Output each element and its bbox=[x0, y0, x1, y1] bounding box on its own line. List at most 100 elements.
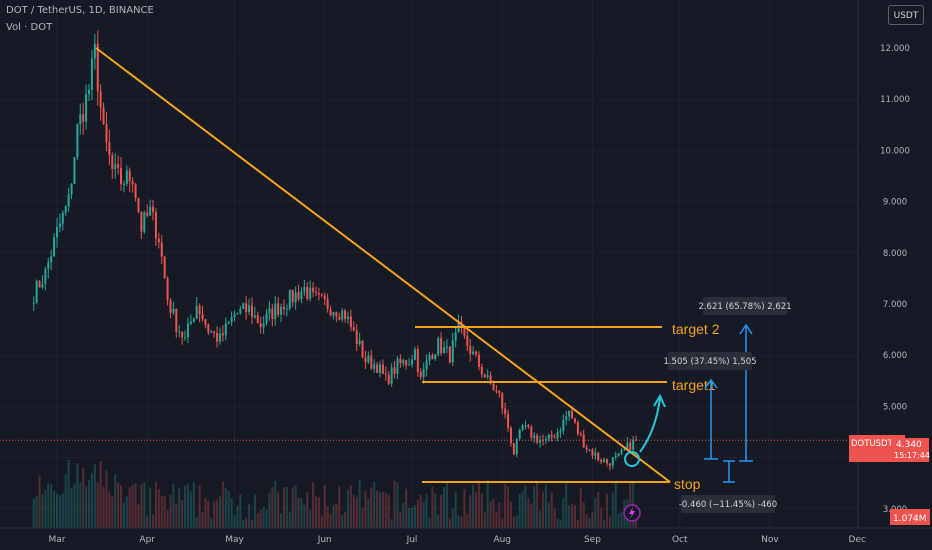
candle-body bbox=[105, 123, 108, 143]
target1-measure-arrow[interactable] bbox=[704, 378, 718, 460]
candle-body bbox=[233, 313, 236, 318]
volume-bar bbox=[44, 490, 47, 528]
volume-bar bbox=[335, 503, 338, 528]
stop-measure-arrow[interactable] bbox=[723, 460, 735, 483]
volume-bar bbox=[32, 498, 35, 528]
resistance-trendline[interactable] bbox=[95, 47, 671, 483]
volume-bar bbox=[384, 492, 387, 528]
volume-bar bbox=[376, 490, 379, 528]
candle-body bbox=[504, 408, 507, 414]
volume-bar bbox=[512, 516, 515, 528]
volume-bar bbox=[332, 504, 335, 528]
volume-bar bbox=[99, 460, 102, 528]
volume-bar bbox=[140, 484, 143, 528]
symbol-title[interactable]: DOT / TetherUS, 1D, BINANCE bbox=[6, 5, 154, 16]
volume-bar bbox=[256, 513, 259, 528]
time-axis[interactable]: Mar Apr May Jun Jul Aug Sep Oct Nov Dec bbox=[49, 535, 866, 545]
time-tick-label: Jul bbox=[406, 535, 418, 545]
volume-bar bbox=[93, 464, 96, 528]
candle-body bbox=[265, 313, 268, 324]
volume-bar bbox=[483, 512, 486, 528]
candle-body bbox=[137, 197, 140, 212]
volume-bar bbox=[230, 498, 233, 528]
candle-body bbox=[498, 390, 501, 394]
volume-bar bbox=[352, 495, 355, 528]
volume-bar bbox=[323, 485, 326, 528]
volume-bar bbox=[198, 485, 201, 528]
volume-bar bbox=[131, 484, 134, 528]
target2-measure-text: 2.621 (65.78%) 2,621 bbox=[698, 302, 791, 312]
candle-body bbox=[70, 183, 73, 195]
candle-body bbox=[565, 416, 568, 420]
volume-value: 1.074M bbox=[893, 514, 927, 524]
time-tick-label: Aug bbox=[493, 535, 511, 545]
candle-body bbox=[172, 308, 175, 313]
candle-body bbox=[99, 91, 102, 108]
volume-bar bbox=[288, 512, 291, 528]
volume-bar bbox=[495, 511, 498, 528]
candle-body bbox=[390, 367, 393, 384]
volume-bar bbox=[76, 463, 79, 528]
target2-measure-arrow[interactable] bbox=[739, 323, 753, 462]
projection-arrow bbox=[639, 397, 661, 453]
candle-body bbox=[169, 300, 172, 313]
candle-body bbox=[35, 280, 38, 303]
volume-bar bbox=[445, 481, 448, 528]
volume-bar bbox=[35, 495, 38, 528]
candle-body bbox=[184, 337, 187, 339]
volume-bar bbox=[102, 486, 105, 528]
volume-bar bbox=[184, 485, 187, 528]
volume-bar bbox=[425, 494, 428, 528]
candle-body bbox=[466, 335, 469, 347]
candle-body bbox=[396, 358, 399, 374]
breakout-circle bbox=[624, 451, 640, 467]
volume-bar bbox=[96, 482, 99, 528]
candle-body bbox=[443, 347, 446, 354]
candle-body bbox=[559, 430, 562, 433]
volume-bar bbox=[573, 505, 576, 528]
candle-body bbox=[620, 449, 623, 454]
volume-bar bbox=[111, 495, 114, 528]
volume-bars bbox=[32, 460, 638, 528]
volume-indicator-label[interactable]: Vol · DOT bbox=[6, 22, 53, 33]
volume-bar bbox=[117, 482, 120, 528]
candle-body bbox=[122, 183, 125, 185]
price-tick-label: 7.000 bbox=[883, 300, 907, 310]
candle-body bbox=[82, 114, 85, 122]
candle-body bbox=[489, 375, 492, 384]
volume-bar bbox=[582, 502, 585, 528]
volume-bar bbox=[620, 511, 623, 528]
volume-bar bbox=[248, 503, 251, 528]
candle-body bbox=[207, 324, 210, 333]
currency-button[interactable]: USDT bbox=[888, 5, 924, 25]
candle-body bbox=[422, 369, 425, 378]
volume-bar bbox=[239, 494, 242, 528]
candle-body bbox=[245, 303, 248, 312]
volume-bar bbox=[216, 499, 219, 528]
volume-bar bbox=[492, 498, 495, 528]
volume-bar bbox=[85, 486, 88, 528]
volume-bar bbox=[504, 484, 507, 528]
volume-bar bbox=[405, 488, 408, 528]
volume-bar bbox=[169, 494, 172, 528]
volume-bar bbox=[507, 486, 510, 528]
volume-bar bbox=[320, 515, 323, 528]
volume-bar bbox=[175, 503, 178, 528]
candle-body bbox=[152, 206, 155, 213]
volume-bar bbox=[210, 518, 213, 528]
lightning-icon-bolt bbox=[629, 507, 635, 519]
volume-bar bbox=[236, 505, 239, 528]
volume-bar bbox=[518, 493, 521, 528]
volume-bar bbox=[326, 506, 329, 528]
volume-bar bbox=[498, 502, 501, 528]
candle-body bbox=[143, 212, 146, 232]
volume-bar bbox=[125, 496, 128, 528]
candle-body bbox=[90, 58, 93, 90]
volume-bar bbox=[521, 491, 524, 528]
candle-body bbox=[355, 330, 358, 345]
candle-body bbox=[157, 238, 160, 243]
candle-body bbox=[379, 364, 382, 373]
volume-bar bbox=[489, 500, 492, 528]
